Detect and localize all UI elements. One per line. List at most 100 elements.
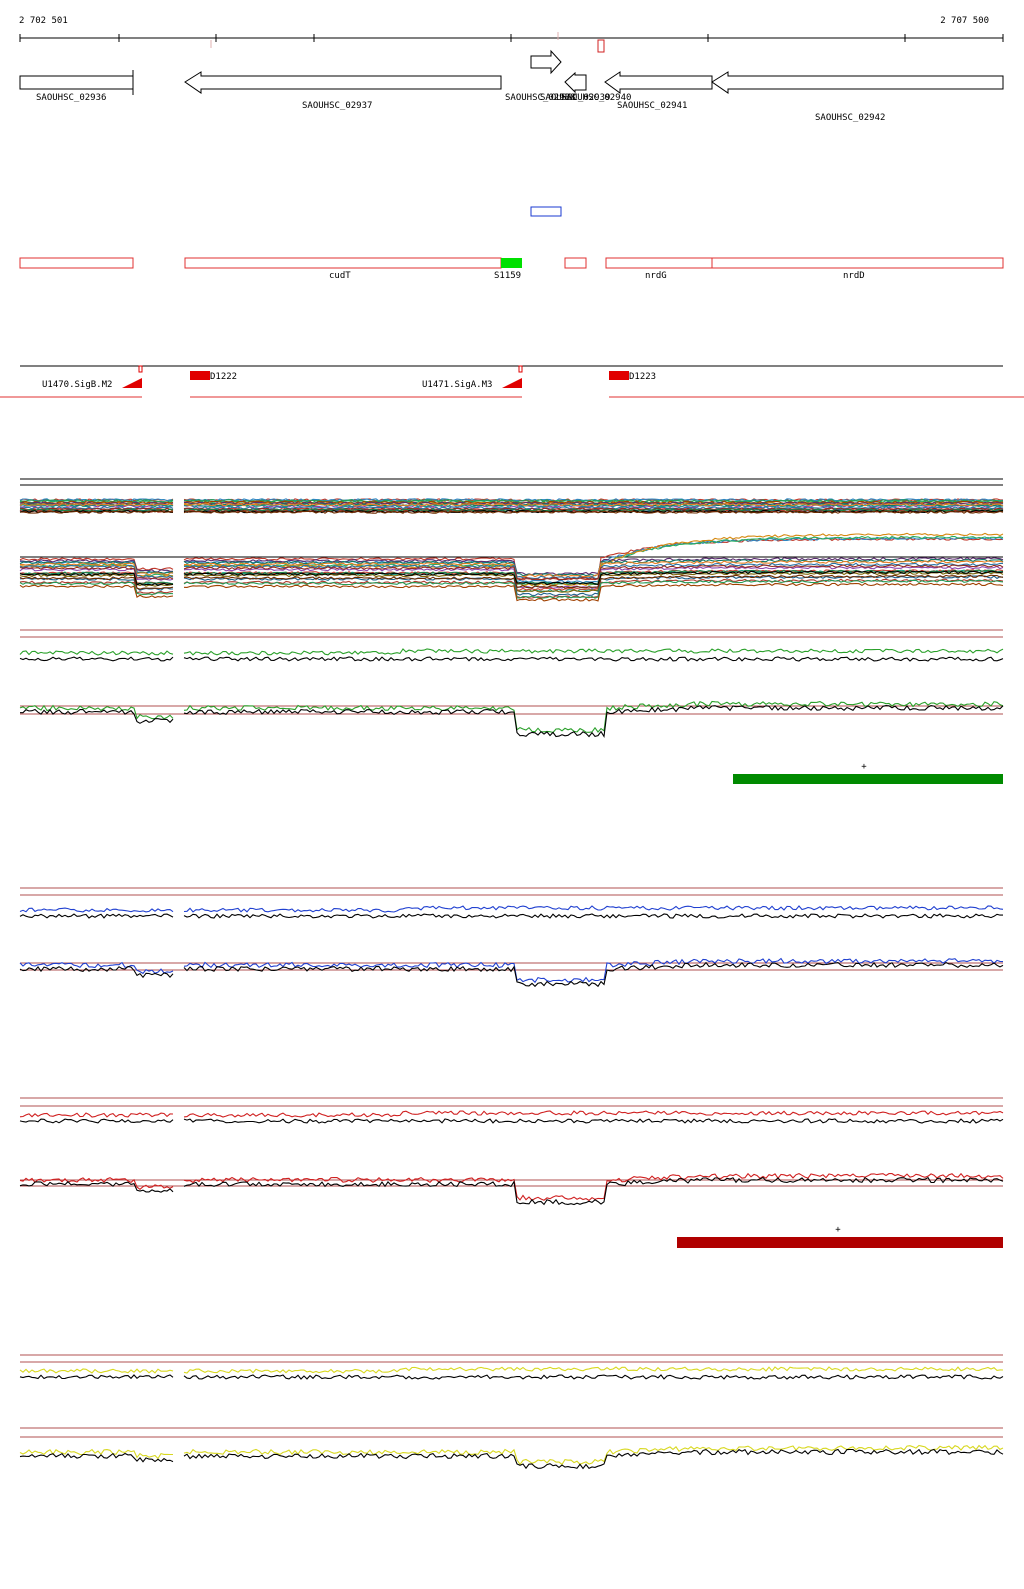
expression-line: [19, 961, 174, 975]
expression-line: [183, 905, 1004, 913]
expression-line: [19, 571, 174, 585]
expression-line: [20, 708, 174, 724]
gene-label: SAOUHSC_02938: [505, 93, 575, 103]
expression-line: [183, 1172, 1004, 1202]
promoter-mark[interactable]: [122, 378, 142, 388]
expression-line: [19, 580, 174, 595]
expression-track-green: [19, 629, 1004, 739]
expression-line: [19, 508, 174, 512]
expression-line: [183, 1366, 1004, 1374]
expression-line: [19, 1368, 174, 1374]
gene-arrow[interactable]: [711, 71, 1004, 94]
expression-line: [183, 704, 1004, 739]
blue-feature-box[interactable]: [530, 206, 562, 217]
expression-line: [19, 965, 174, 979]
terminator-label: D1222: [210, 372, 237, 382]
expression-line: [19, 557, 174, 571]
expression-track-red: [19, 1097, 1004, 1206]
gene-label: SAOUHSC_02942: [815, 113, 885, 123]
srna-box[interactable]: [501, 258, 522, 268]
gene-arrow[interactable]: [604, 71, 713, 94]
gene-arrow[interactable]: [530, 49, 562, 75]
strand-marker: +: [861, 762, 867, 772]
expression-line: [183, 1176, 1004, 1206]
start-coordinate: 2 702 501: [19, 16, 68, 26]
expression-line: [183, 570, 1004, 586]
expression-line: [19, 572, 174, 587]
expression-line: [19, 567, 174, 581]
expression-line: [184, 560, 1004, 578]
promoter-label: U1470.SigB.M2: [42, 380, 112, 390]
expression-line: [183, 1444, 1004, 1466]
expression-line: [183, 564, 1004, 581]
terminator-mark[interactable]: [609, 371, 629, 380]
red-strand-bar[interactable]: [677, 1237, 1003, 1248]
expression-line: [19, 584, 174, 599]
expression-line: [19, 576, 174, 590]
expression-line: [183, 648, 1004, 656]
expression-line: [183, 501, 1004, 506]
expression-line: [183, 558, 1004, 577]
expression-line: [183, 503, 1004, 507]
gene-arrow[interactable]: [564, 71, 587, 94]
gene-label: SAOUHSC_02939: [540, 93, 610, 103]
expression-line: [183, 582, 1004, 602]
expression-line: [19, 573, 174, 587]
expression-line: [19, 1452, 174, 1463]
expression-line: [183, 506, 1004, 510]
strand-marker: +: [835, 1225, 841, 1235]
feature-box[interactable]: [19, 257, 134, 269]
feature-box[interactable]: [711, 257, 1004, 269]
coordinate-ruler: 2 702 501 2 707 500: [19, 16, 1004, 53]
expression-line: [183, 1118, 1004, 1124]
feature-label: cudT: [329, 271, 351, 281]
feature-label: nrdD: [843, 271, 865, 281]
feature-labels: cudT S1159 nrdG nrdD: [329, 271, 865, 281]
expression-line: [183, 700, 1004, 734]
expression-line: [183, 499, 1004, 503]
expression-line: [183, 562, 1003, 580]
expression-line: [183, 656, 1004, 662]
expression-line: [19, 566, 174, 580]
gene-label: SAOUHSC_02940: [561, 93, 631, 103]
expression-line: [19, 650, 174, 656]
terminator-mark[interactable]: [190, 371, 210, 380]
green-strand-bar[interactable]: [733, 774, 1003, 784]
feature-box[interactable]: [605, 257, 713, 269]
expression-line: [183, 536, 1004, 584]
promoter-terminator-track: U1470.SigB.M2 U1471.SigA.M3 D1222 D1223: [0, 365, 1024, 398]
feature-box[interactable]: [564, 257, 587, 269]
gene-arrow[interactable]: [19, 70, 134, 95]
end-coordinate: 2 707 500: [940, 16, 989, 26]
expression-line: [183, 556, 1004, 576]
expression-line: [19, 913, 174, 919]
expression-line: [19, 1448, 173, 1460]
promoter-mark: [518, 365, 523, 373]
gene-label: SAOUHSC_02941: [617, 101, 687, 111]
expression-line: [183, 579, 1004, 600]
expression-line: [183, 500, 1004, 505]
expression-line: [19, 1112, 174, 1118]
expression-line: [19, 499, 174, 503]
expression-track-yellow: [19, 1354, 1004, 1470]
expression-line: [19, 510, 174, 514]
terminator-label: D1223: [629, 372, 656, 382]
gene-track: [19, 49, 1004, 95]
feature-label: S1159: [494, 271, 521, 281]
feature-box[interactable]: [184, 257, 502, 269]
expression-line: [19, 499, 174, 504]
expression-line: [19, 1177, 174, 1191]
expression-line: [183, 1110, 1004, 1118]
expression-line: [19, 1374, 174, 1380]
expression-line: [19, 907, 174, 913]
expression-line: [19, 562, 174, 576]
multi-sample-expression-track: [19, 478, 1004, 602]
promoter-mark[interactable]: [502, 378, 522, 388]
gene-arrow[interactable]: [184, 71, 502, 94]
gene-label: SAOUHSC_02936: [36, 93, 106, 103]
feature-label: nrdG: [645, 271, 667, 281]
expression-line: [183, 913, 1003, 919]
expression-track-blue: [19, 887, 1004, 988]
